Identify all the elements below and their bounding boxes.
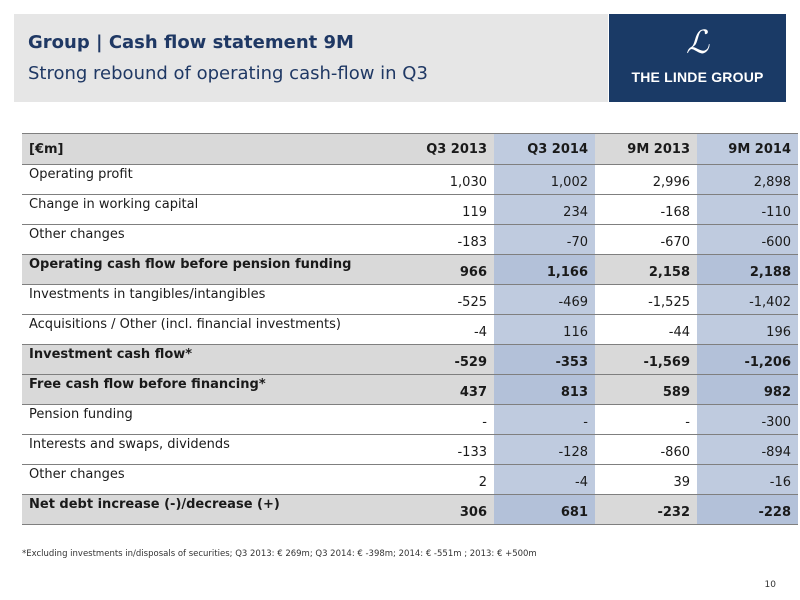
row-value: 2,188: [697, 254, 798, 285]
row-value: -1,569: [595, 344, 697, 375]
row-label: Interests and swaps, dividends: [22, 434, 392, 465]
row-value: -: [494, 404, 595, 435]
column-header-9m-2013: 9M 2013: [595, 133, 697, 165]
row-label: Acquisitions / Other (incl. financial in…: [22, 314, 392, 345]
row-value: -4: [392, 314, 494, 345]
row-label: Investments in tangibles/intangibles: [22, 284, 392, 315]
row-value: 813: [494, 374, 595, 405]
row-value: -232: [595, 494, 697, 525]
column-header-unit: [€m]: [22, 133, 392, 165]
row-value: -44: [595, 314, 697, 345]
row-value: -70: [494, 224, 595, 255]
row-value: -: [595, 404, 697, 435]
table-row: Other changes 2 -4 39 -16: [22, 464, 798, 495]
row-value: 966: [392, 254, 494, 285]
linde-logo-icon: ℒ: [685, 23, 710, 61]
row-value: 116: [494, 314, 595, 345]
row-value: -894: [697, 434, 798, 465]
row-value: -4: [494, 464, 595, 495]
row-value: -: [392, 404, 494, 435]
table-row: Interests and swaps, dividends -133 -128 -8…: [22, 434, 798, 465]
row-value: 681: [494, 494, 595, 525]
column-header-q3-2013: Q3 2013: [392, 133, 494, 165]
row-label: Investment cash flow*: [22, 344, 392, 375]
cash-flow-table: [€m] Q3 2013 Q3 2014 9M 2013 9M 2014 Ope…: [22, 133, 798, 525]
row-label: Other changes: [22, 464, 392, 495]
header-band: [14, 14, 608, 102]
row-value: 437: [392, 374, 494, 405]
column-header-9m-2014: 9M 2014: [697, 133, 798, 165]
row-value: 234: [494, 194, 595, 225]
row-label: Change in working capital: [22, 194, 392, 225]
table-row: Other changes -183 -70 -670 -600: [22, 224, 798, 255]
row-value: -1,206: [697, 344, 798, 375]
row-value: -228: [697, 494, 798, 525]
row-value: 589: [595, 374, 697, 405]
table-row: Operating profit 1,030 1,002 2,996 2,898: [22, 164, 798, 195]
row-value: 982: [697, 374, 798, 405]
row-label: Other changes: [22, 224, 392, 255]
page-title: Group | Cash flow statement 9M: [28, 32, 354, 53]
row-value: 306: [392, 494, 494, 525]
row-value: -133: [392, 434, 494, 465]
row-value: 1,002: [494, 164, 595, 195]
row-value: -353: [494, 344, 595, 375]
row-label: Pension funding: [22, 404, 392, 435]
row-value: -469: [494, 284, 595, 315]
row-value: -1,402: [697, 284, 798, 315]
row-value: -600: [697, 224, 798, 255]
row-value: 2,996: [595, 164, 697, 195]
table-row: Net debt increase (-)/decrease (+) 306 681…: [22, 494, 798, 525]
row-value: 196: [697, 314, 798, 345]
table-row: Investments in tangibles/intangibles -525…: [22, 284, 798, 315]
row-value: -128: [494, 434, 595, 465]
row-value: -183: [392, 224, 494, 255]
table-row: Change in working capital 119 234 -168 -110: [22, 194, 798, 225]
table-row: Operating cash flow before pension fundi…: [22, 254, 798, 285]
row-value: -168: [595, 194, 697, 225]
row-label: Operating profit: [22, 164, 392, 195]
table-row: Investment cash flow* -529 -353 -1,569 -1,20…: [22, 344, 798, 375]
table-row: Acquisitions / Other (incl. financial in…: [22, 314, 798, 345]
row-value: -1,525: [595, 284, 697, 315]
row-value: -300: [697, 404, 798, 435]
column-header-q3-2014: Q3 2014: [494, 133, 595, 165]
table-body: Operating profit 1,030 1,002 2,996 2,898 Chan…: [22, 164, 798, 525]
row-value: -860: [595, 434, 697, 465]
table-header-row: [€m] Q3 2013 Q3 2014 9M 2013 9M 2014: [22, 133, 798, 165]
page-subtitle: Strong rebound of operating cash-flow in…: [28, 63, 428, 84]
row-value: 2: [392, 464, 494, 495]
row-value: 39: [595, 464, 697, 495]
row-value: 1,030: [392, 164, 494, 195]
row-value: 119: [392, 194, 494, 225]
row-label: Net debt increase (-)/decrease (+): [22, 494, 392, 525]
row-value: 1,166: [494, 254, 595, 285]
row-label: Free cash flow before financing*: [22, 374, 392, 405]
table-row: Pension funding - - - -300: [22, 404, 798, 435]
table-row: Free cash flow before financing* 437 813 58…: [22, 374, 798, 405]
row-label: Operating cash flow before pension fundi…: [22, 254, 392, 285]
row-value: -110: [697, 194, 798, 225]
row-value: -670: [595, 224, 697, 255]
row-value: -16: [697, 464, 798, 495]
row-value: -529: [392, 344, 494, 375]
logo-text: THE LINDE GROUP: [631, 69, 764, 85]
page-number: 10: [764, 580, 776, 590]
footnote: *Excluding investments in/disposals of s…: [22, 549, 537, 559]
row-value: 2,898: [697, 164, 798, 195]
row-value: 2,158: [595, 254, 697, 285]
row-value: -525: [392, 284, 494, 315]
linde-logo: ℒ THE LINDE GROUP: [609, 14, 786, 102]
